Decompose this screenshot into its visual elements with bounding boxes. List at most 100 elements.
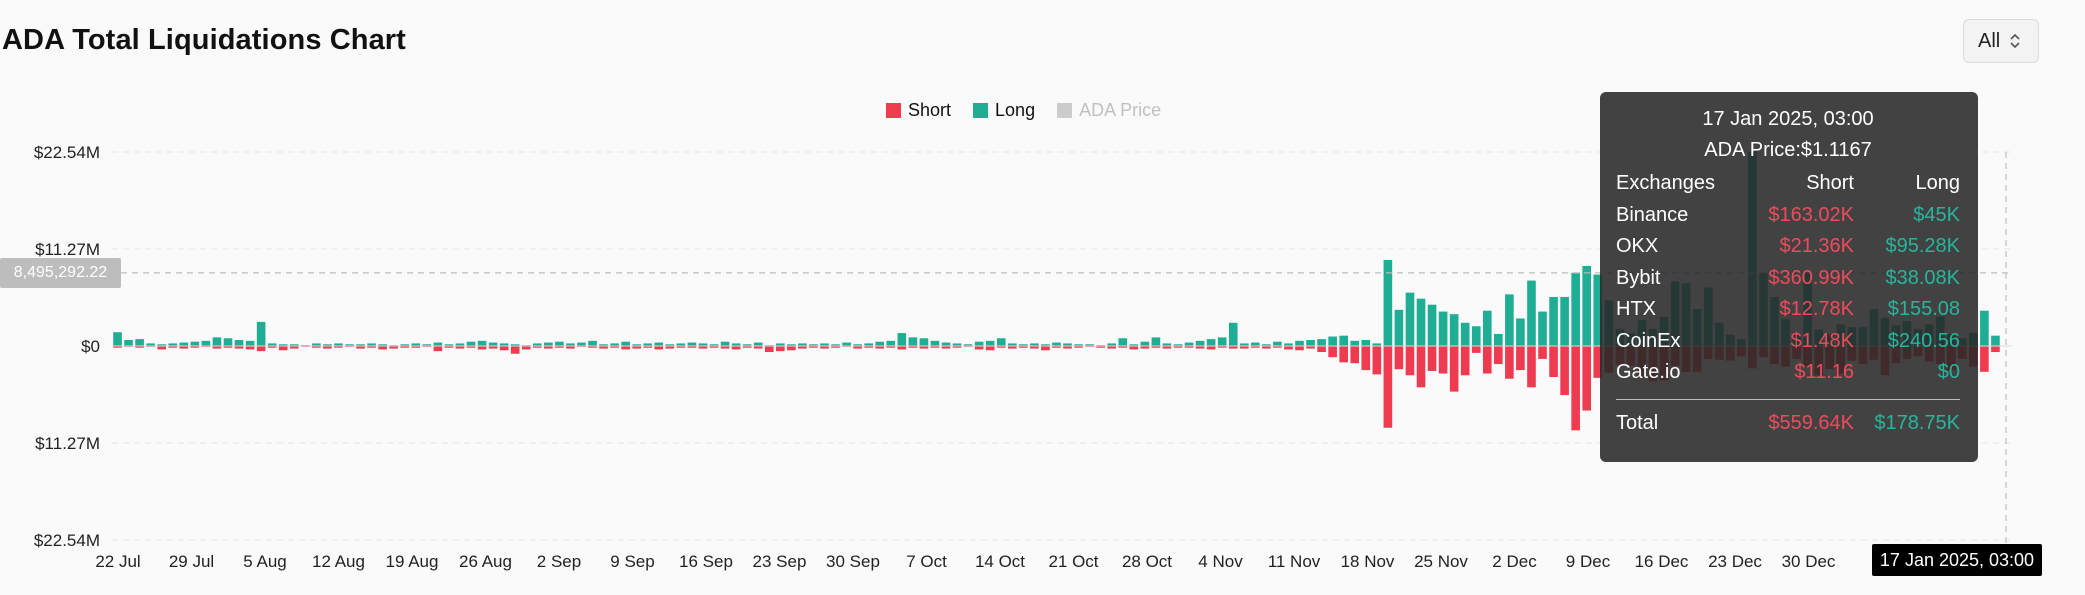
long-bar: [974, 341, 984, 346]
long-bar: [1085, 344, 1094, 346]
long-bar: [1118, 338, 1128, 346]
long-bar: [1549, 296, 1558, 346]
short-bar: [853, 346, 862, 349]
x-tick-label: 23 Sep: [753, 552, 807, 571]
legend-item-long[interactable]: Long: [973, 100, 1035, 121]
long-bar: [422, 344, 432, 346]
long-bar: [1394, 309, 1404, 346]
long-bar: [1505, 294, 1514, 346]
long-bar: [1162, 343, 1172, 346]
long-bar: [256, 321, 266, 346]
long-bar: [897, 333, 907, 346]
short-bar: [665, 346, 675, 349]
long-bar: [1516, 318, 1525, 346]
long-bar: [267, 343, 277, 346]
y-tick-label: $22.54M: [34, 143, 100, 162]
short-bar: [477, 346, 487, 350]
short-bar: [400, 346, 410, 348]
short-bar: [776, 346, 785, 352]
tooltip-row: OKX $21.36K $95.28K: [1616, 231, 1960, 263]
long-bar: [400, 344, 410, 346]
range-select-value: All: [1978, 29, 2001, 52]
tooltip-short-value: $360.99K: [1768, 266, 1854, 289]
short-bar: [787, 346, 796, 351]
short-bar: [610, 346, 619, 348]
long-bar: [334, 343, 343, 346]
short-bar: [599, 346, 608, 349]
short-bar: [621, 346, 630, 350]
short-bar: [820, 346, 829, 349]
tooltip-divider: [1616, 398, 1960, 400]
legend-swatch-long: [973, 102, 989, 118]
long-bar: [886, 340, 896, 346]
long-bar: [499, 343, 509, 346]
long-bar: [610, 343, 619, 346]
short-bar: [1206, 346, 1216, 350]
long-bar: [1383, 259, 1393, 346]
long-bar: [996, 338, 1006, 346]
long-bar: [787, 344, 796, 346]
tooltip-total-row: Total $559.64K $178.75K: [1616, 408, 1960, 440]
short-bar: [444, 346, 454, 348]
short-bar: [223, 346, 233, 348]
long-bar: [720, 341, 730, 346]
short-bar: [831, 346, 840, 348]
short-bar: [753, 346, 763, 349]
long-bar: [1339, 335, 1348, 346]
long-bar: [433, 342, 443, 346]
long-bar: [1007, 343, 1017, 346]
long-bar: [1471, 326, 1481, 346]
long-bar: [212, 337, 222, 346]
long-bar: [135, 339, 144, 346]
long-bar: [356, 344, 365, 346]
short-bar: [1449, 346, 1459, 392]
short-bar: [1052, 346, 1061, 348]
range-select[interactable]: All: [1963, 19, 2039, 63]
short-bar: [157, 346, 167, 350]
short-bar: [1173, 346, 1183, 348]
short-bar: [312, 346, 321, 348]
short-bar: [798, 346, 807, 349]
long-bar: [1173, 344, 1183, 346]
short-bar: [875, 346, 885, 349]
long-bar: [864, 343, 873, 346]
x-tick-label: 2 Sep: [537, 552, 581, 571]
long-bar: [930, 340, 940, 346]
legend-label-long: Long: [995, 99, 1036, 120]
long-bar: [687, 342, 697, 346]
legend-item-short[interactable]: Short: [886, 100, 951, 121]
short-bar: [1527, 346, 1536, 388]
short-bar: [234, 346, 244, 349]
long-bar: [1361, 339, 1371, 346]
long-bar: [875, 341, 885, 346]
long-bar: [1295, 340, 1304, 346]
long-bar: [742, 344, 752, 346]
short-bar: [289, 346, 299, 349]
short-bar: [1041, 346, 1050, 351]
chart-legend: Short Long ADA Price: [886, 98, 1161, 122]
long-bar: [753, 342, 763, 346]
long-bar: [1571, 272, 1580, 346]
long-bar: [289, 344, 299, 346]
long-bar: [1980, 310, 1989, 346]
long-bar: [621, 341, 630, 346]
short-bar: [1494, 346, 1503, 365]
long-bar: [1306, 339, 1315, 346]
long-bar: [1273, 341, 1282, 346]
short-bar: [1239, 346, 1249, 349]
tooltip-long-value: $155.08: [1887, 298, 1960, 321]
x-tick-label: 12 Aug: [312, 552, 365, 571]
long-bar: [1317, 339, 1326, 346]
long-bar: [1284, 343, 1293, 346]
short-bar: [1030, 346, 1039, 349]
short-bar: [521, 346, 531, 350]
long-bar: [555, 341, 564, 346]
long-bar: [1427, 304, 1437, 346]
short-bar: [720, 346, 730, 349]
short-bar: [676, 346, 686, 348]
short-bar: [908, 346, 918, 348]
short-bar: [996, 346, 1006, 348]
crosshair-value-label: 8,495,292.22: [0, 258, 121, 288]
legend-item-ada-price[interactable]: ADA Price: [1057, 100, 1161, 121]
long-bar: [411, 343, 421, 346]
